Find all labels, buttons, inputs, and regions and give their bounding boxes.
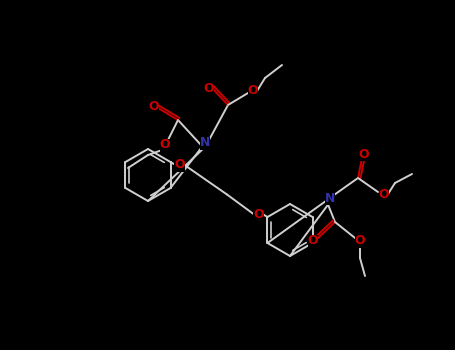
Text: O: O [248,84,258,98]
Text: O: O [253,208,264,220]
Text: O: O [379,188,389,201]
Text: O: O [160,139,170,152]
Text: O: O [149,99,159,112]
Text: O: O [174,159,185,172]
Text: O: O [308,234,318,247]
Text: O: O [355,234,365,247]
Text: N: N [200,136,210,149]
Text: N: N [325,191,335,204]
Text: O: O [204,82,214,95]
Text: O: O [359,147,369,161]
